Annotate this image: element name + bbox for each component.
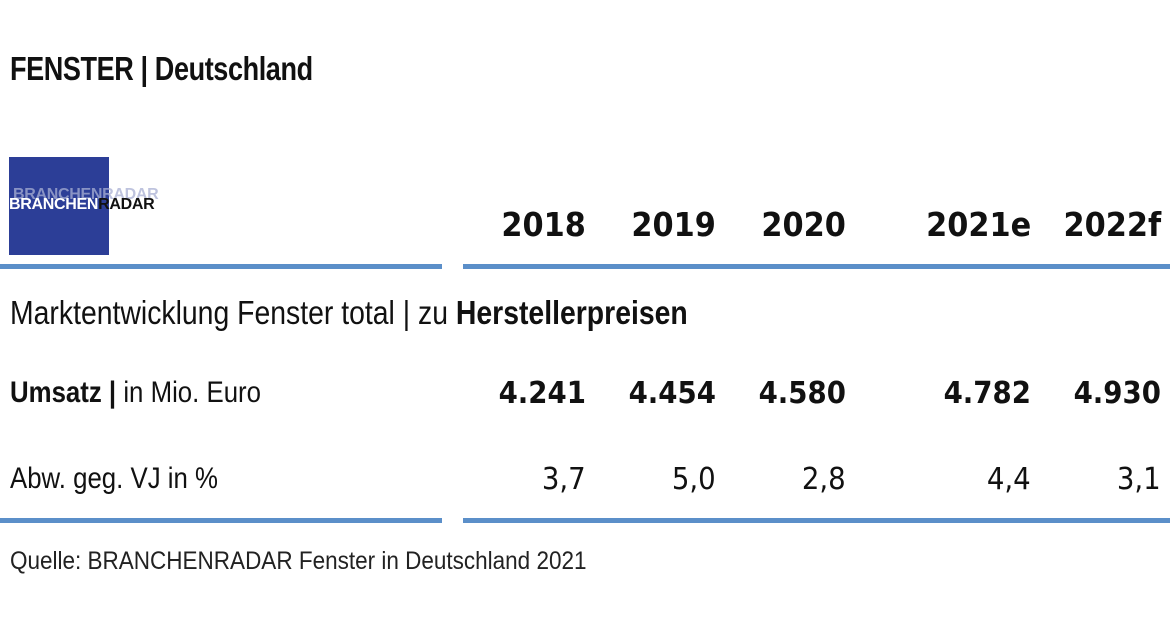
footer-rule-left: [0, 518, 442, 523]
title-sub: Deutschland: [154, 50, 313, 87]
umsatz-value-2020: 4.580: [758, 376, 846, 411]
year-header-2018: 2018: [501, 205, 586, 244]
abw-value-2018: 3,7: [542, 462, 586, 497]
section-label-plain: Marktentwicklung Fenster total | zu: [10, 294, 456, 331]
abw-value-2022f: 3,1: [1117, 462, 1161, 497]
header-rule-left: [0, 264, 442, 269]
row-label-umsatz-rest: in Mio. Euro: [116, 376, 261, 409]
page-title: FENSTER | Deutschland: [10, 50, 313, 88]
year-header-2021e: 2021e: [925, 205, 1031, 244]
section-label: Marktentwicklung Fenster total | zu Hers…: [10, 294, 688, 332]
title-separator: |: [133, 50, 155, 87]
umsatz-value-2021e: 4.782: [943, 376, 1031, 411]
row-label-umsatz-bold: Umsatz |: [10, 376, 117, 409]
abw-value-2019: 5,0: [672, 462, 716, 497]
source-note: Quelle: BRANCHENRADAR Fenster in Deutsch…: [10, 547, 587, 575]
footer-rule-right: [463, 518, 1170, 523]
umsatz-value-2022f: 4.930: [1073, 376, 1161, 411]
abw-value-2020: 2,8: [802, 462, 846, 497]
year-header-2020: 2020: [761, 205, 846, 244]
abw-value-2021e: 4,4: [987, 462, 1031, 497]
section-label-bold: Herstellerpreisen: [455, 294, 688, 331]
header-rule-right: [463, 264, 1170, 269]
branchenradar-logo: [9, 157, 109, 255]
logo-shadow-text: BRANCHENRADAR: [13, 186, 159, 203]
logo-text-part2: RADAR: [98, 196, 155, 213]
umsatz-value-2018: 4.241: [498, 376, 586, 411]
umsatz-value-2019: 4.454: [628, 376, 716, 411]
title-main: FENSTER: [10, 50, 134, 87]
row-label-abweichung: Abw. geg. VJ in %: [10, 462, 218, 496]
year-header-2019: 2019: [631, 205, 716, 244]
logo-text-part1: BRANCHEN: [9, 196, 99, 213]
row-label-abweichung-text: Abw. geg. VJ in %: [10, 462, 218, 495]
logo-text: BRANCHENRADAR: [9, 196, 155, 214]
row-label-umsatz: Umsatz | in Mio. Euro: [10, 376, 261, 410]
year-header-2022f: 2022f: [1063, 205, 1161, 244]
